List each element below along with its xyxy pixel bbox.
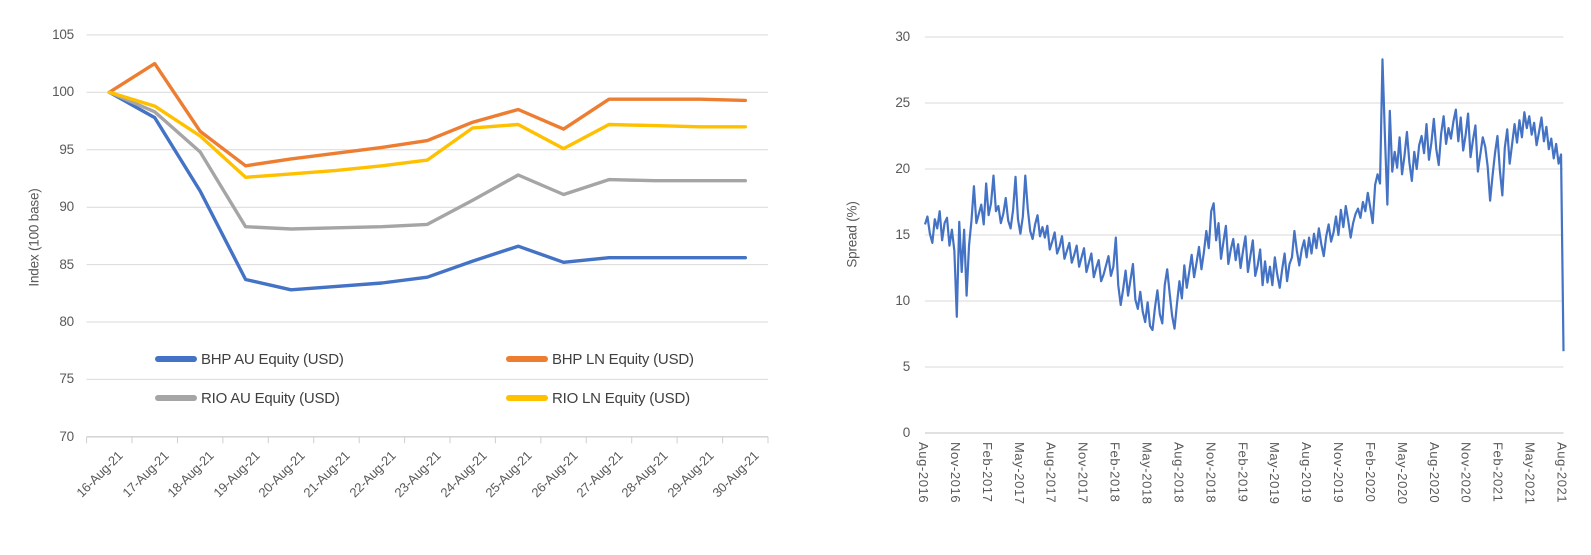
index-chart-plot xyxy=(86,34,769,444)
y-axis-tick-label: 5 xyxy=(902,359,911,374)
x-axis-tick-label: May-2019 xyxy=(1267,442,1283,505)
spread-line xyxy=(923,58,1565,352)
y-axis-tick-label: 70 xyxy=(59,428,74,444)
bhp-ln-equity-usd--line xyxy=(107,61,747,168)
rio-ln-equity-usd--line xyxy=(107,90,747,180)
spread-y-axis-title: Spread (%) xyxy=(844,201,860,268)
y-axis-tick-label: 15 xyxy=(895,227,910,242)
x-axis-tick-label: May-2021 xyxy=(1522,442,1538,505)
x-axis-tick-label: Feb-2018 xyxy=(1107,442,1123,503)
x-axis-tick-label: Feb-2021 xyxy=(1490,442,1506,503)
legend-label-bhp-au: BHP AU Equity (USD) xyxy=(201,350,344,368)
x-axis-tick-label: Nov-2016 xyxy=(947,442,963,504)
legend-line-swatch-rio-ln-icon xyxy=(506,395,548,401)
x-axis-tick-label: Nov-2018 xyxy=(1203,442,1219,504)
y-axis-tick-label: 80 xyxy=(59,314,74,329)
legend-label-rio-ln: RIO LN Equity (USD) xyxy=(552,389,690,407)
spread-chart-plot xyxy=(923,36,1565,434)
x-axis-tick-label: Feb-2019 xyxy=(1235,442,1251,503)
legend-line-swatch-rio-au-icon xyxy=(155,395,197,401)
x-axis-tick-label: May-2020 xyxy=(1394,442,1410,505)
x-axis-tick-label: Nov-2017 xyxy=(1075,442,1091,504)
index-chart: Index (100 base) BHP AU Equity (USD) BHP… xyxy=(0,0,780,555)
x-axis-tick-label: Aug-2020 xyxy=(1426,442,1442,504)
x-axis-tick-label: Aug-2021 xyxy=(1554,442,1570,504)
x-axis-tick-label: Feb-2020 xyxy=(1363,442,1378,503)
y-axis-tick-label: 0 xyxy=(902,425,911,440)
legend-item-rio-ln: RIO LN Equity (USD) xyxy=(506,389,690,407)
spread-chart: Spread (%) 0 5 10 15 20 25 30 Aug-2016 Nov-2016 F… xyxy=(780,0,1591,555)
x-axis-tick-label: Nov-2020 xyxy=(1458,442,1474,504)
legend-item-bhp-ln: BHP LN Equity (USD) xyxy=(506,350,694,368)
legend-item-bhp-au: BHP AU Equity (USD) xyxy=(155,350,344,368)
y-axis-tick-label: 75 xyxy=(59,371,74,387)
x-axis-tick-label: Aug-2018 xyxy=(1171,442,1187,504)
y-axis-tick-label: 90 xyxy=(59,199,74,215)
y-axis-tick-label: 20 xyxy=(895,161,910,176)
y-axis-tick-label: 105 xyxy=(52,26,74,42)
y-axis-tick-label: 95 xyxy=(59,141,74,157)
legend-label-rio-au: RIO AU Equity (USD) xyxy=(201,389,340,407)
bhp-au-equity-usd--line xyxy=(107,90,747,292)
x-axis-tick-label: Aug-2019 xyxy=(1299,442,1315,504)
y-axis-tick-label: 10 xyxy=(895,293,910,308)
y-axis-tick-label: 25 xyxy=(895,95,910,110)
legend-item-rio-au: RIO AU Equity (USD) xyxy=(155,389,340,407)
y-axis-tick-label: 100 xyxy=(52,84,74,100)
legend-line-swatch-bhp-ln-icon xyxy=(506,356,548,362)
y-axis-tick-label: 30 xyxy=(895,29,910,44)
x-axis-tick-label: Aug-2016 xyxy=(916,442,931,504)
x-axis-tick-label: May-2017 xyxy=(1011,442,1027,505)
legend-line-swatch-bhp-au-icon xyxy=(155,356,197,362)
y-axis-tick-label: 85 xyxy=(59,256,74,272)
rio-au-equity-usd--line xyxy=(107,90,747,231)
x-axis-tick-label: May-2018 xyxy=(1139,442,1155,505)
x-axis-tick-label: Feb-2017 xyxy=(979,442,995,503)
x-axis-tick-label: Aug-2017 xyxy=(1043,442,1059,504)
legend-label-bhp-ln: BHP LN Equity (USD) xyxy=(552,350,694,368)
x-axis-tick-label: Nov-2019 xyxy=(1331,442,1346,504)
index-y-axis-title: Index (100 base) xyxy=(26,188,42,287)
